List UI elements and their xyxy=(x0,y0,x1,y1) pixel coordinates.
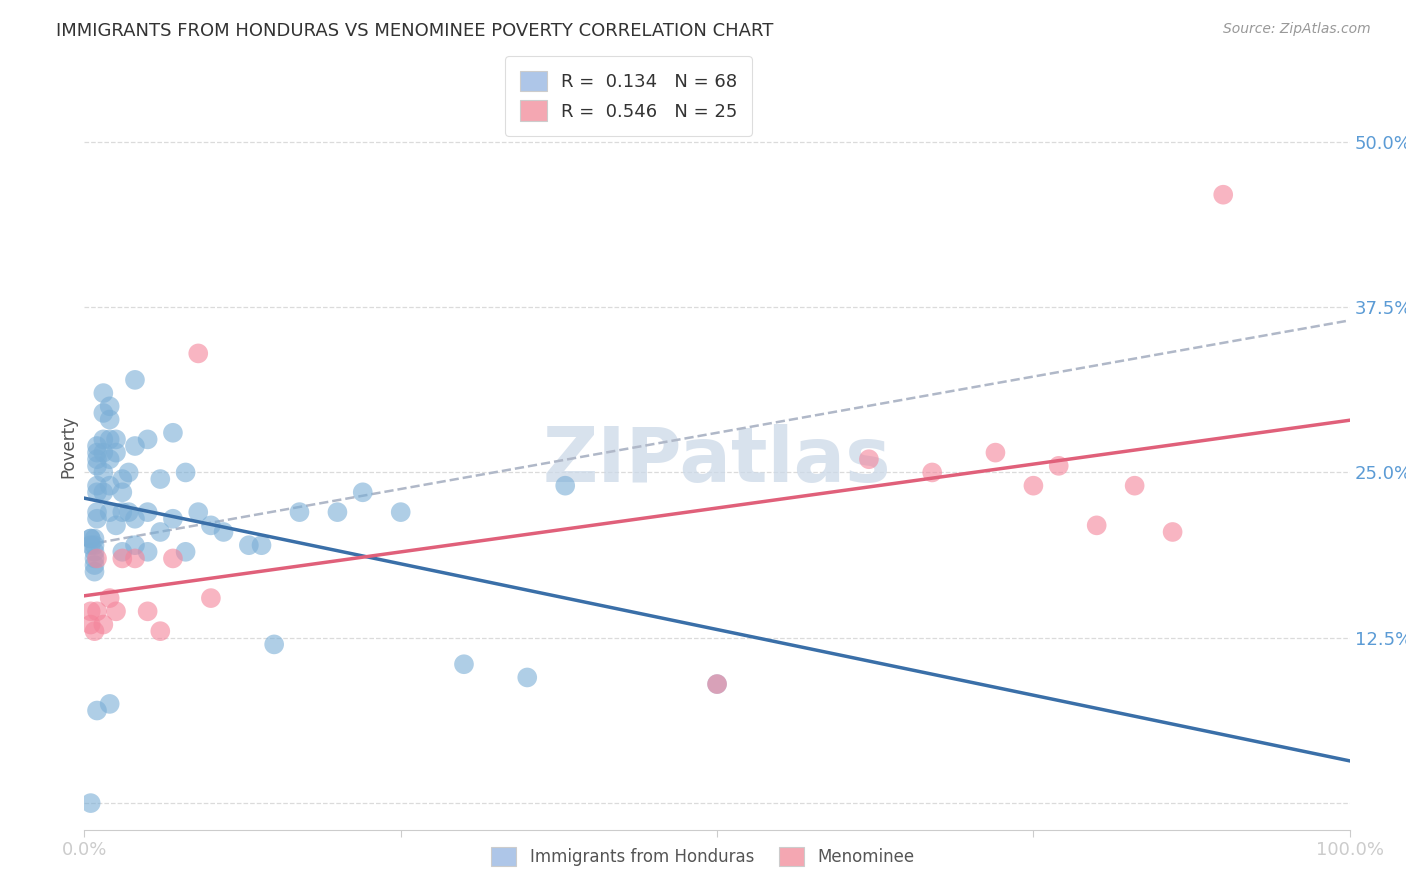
Point xyxy=(136,505,159,519)
Point xyxy=(288,505,311,519)
Point xyxy=(149,624,172,639)
Y-axis label: Poverty: Poverty xyxy=(59,415,77,477)
Point xyxy=(1123,478,1146,492)
Point xyxy=(200,591,222,606)
Point xyxy=(174,466,197,480)
Point xyxy=(86,512,108,526)
Point xyxy=(83,565,105,579)
Point xyxy=(98,412,121,426)
Point xyxy=(162,512,184,526)
Point xyxy=(187,505,209,519)
Point xyxy=(86,505,108,519)
Point xyxy=(516,670,538,684)
Point xyxy=(238,538,260,552)
Point xyxy=(124,551,146,566)
Legend: R =  0.134   N = 68, R =  0.546   N = 25: R = 0.134 N = 68, R = 0.546 N = 25 xyxy=(505,56,752,136)
Point xyxy=(83,538,105,552)
Text: ZIPatlas: ZIPatlas xyxy=(543,425,891,499)
Point xyxy=(86,485,108,500)
Point xyxy=(86,704,108,718)
Point xyxy=(200,518,222,533)
Point xyxy=(111,545,134,559)
Point xyxy=(98,505,121,519)
Point xyxy=(1212,187,1234,202)
Point xyxy=(921,466,943,480)
Point xyxy=(79,604,103,618)
Point xyxy=(111,505,134,519)
Point xyxy=(149,472,172,486)
Point xyxy=(111,472,134,486)
Point xyxy=(326,505,349,519)
Point xyxy=(174,545,197,559)
Point xyxy=(79,796,103,810)
Point xyxy=(389,505,412,519)
Point xyxy=(105,518,127,533)
Point xyxy=(83,624,105,639)
Point xyxy=(149,524,172,539)
Point xyxy=(86,452,108,467)
Point xyxy=(98,591,121,606)
Point xyxy=(79,538,103,552)
Point xyxy=(162,425,184,440)
Point xyxy=(86,445,108,459)
Point xyxy=(98,478,121,492)
Point xyxy=(111,551,134,566)
Point xyxy=(263,637,285,651)
Point xyxy=(1085,518,1108,533)
Point xyxy=(93,406,115,420)
Point xyxy=(124,439,146,453)
Point xyxy=(118,466,141,480)
Point xyxy=(352,485,374,500)
Point xyxy=(98,433,121,447)
Point xyxy=(118,505,141,519)
Point xyxy=(706,677,728,691)
Point xyxy=(98,697,121,711)
Text: Source: ZipAtlas.com: Source: ZipAtlas.com xyxy=(1223,22,1371,37)
Point xyxy=(93,466,115,480)
Point xyxy=(93,445,115,459)
Text: IMMIGRANTS FROM HONDURAS VS MENOMINEE POVERTY CORRELATION CHART: IMMIGRANTS FROM HONDURAS VS MENOMINEE PO… xyxy=(56,22,773,40)
Point xyxy=(124,512,146,526)
Point xyxy=(79,532,103,546)
Point xyxy=(86,439,108,453)
Point xyxy=(93,433,115,447)
Point xyxy=(86,604,108,618)
Point xyxy=(83,558,105,572)
Point xyxy=(79,532,103,546)
Point xyxy=(86,551,108,566)
Point xyxy=(706,677,728,691)
Point xyxy=(83,532,105,546)
Point xyxy=(86,458,108,473)
Point xyxy=(93,617,115,632)
Point xyxy=(83,551,105,566)
Point xyxy=(1022,478,1045,492)
Point xyxy=(554,478,576,492)
Point xyxy=(98,400,121,414)
Point xyxy=(250,538,273,552)
Point xyxy=(136,433,159,447)
Point xyxy=(858,452,880,467)
Point xyxy=(1161,524,1184,539)
Point xyxy=(136,604,159,618)
Point xyxy=(453,657,475,672)
Point xyxy=(105,445,127,459)
Point xyxy=(83,545,105,559)
Point xyxy=(111,485,134,500)
Point xyxy=(124,373,146,387)
Point xyxy=(1047,458,1070,473)
Point xyxy=(187,346,209,360)
Point xyxy=(93,485,115,500)
Point xyxy=(105,604,127,618)
Point xyxy=(124,538,146,552)
Point xyxy=(86,478,108,492)
Point xyxy=(212,524,235,539)
Point xyxy=(79,617,103,632)
Point xyxy=(93,386,115,401)
Legend: Immigrants from Honduras, Menominee: Immigrants from Honduras, Menominee xyxy=(484,838,922,875)
Point xyxy=(162,551,184,566)
Point xyxy=(105,433,127,447)
Point xyxy=(136,545,159,559)
Point xyxy=(98,452,121,467)
Point xyxy=(984,445,1007,459)
